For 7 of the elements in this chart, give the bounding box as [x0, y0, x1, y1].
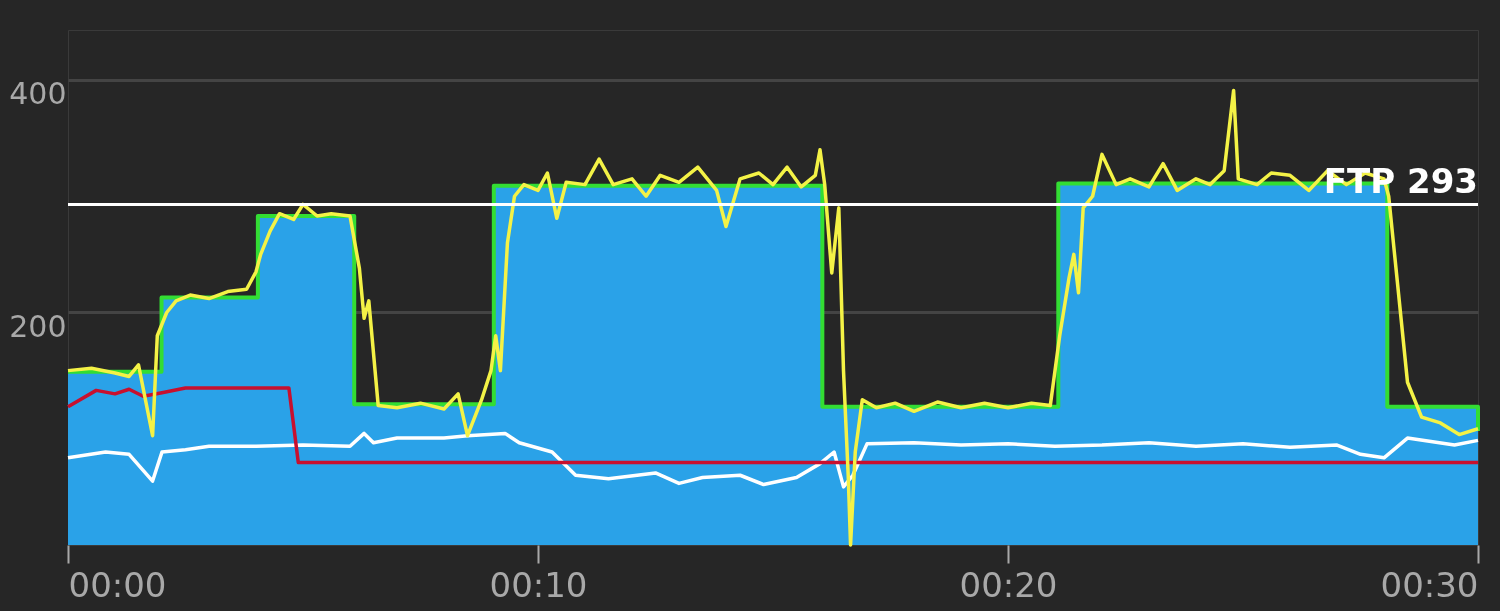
- x-tick-label: 00:10: [489, 564, 588, 605]
- y-tick-label: 400: [9, 76, 67, 112]
- x-tick-label: 00:30: [1380, 564, 1479, 605]
- y-tick-label: 200: [9, 308, 67, 344]
- x-tick-label: 00:00: [68, 564, 167, 605]
- ref-line-label: FTP 293: [1323, 161, 1478, 202]
- x-tick-label: 00:20: [959, 564, 1058, 605]
